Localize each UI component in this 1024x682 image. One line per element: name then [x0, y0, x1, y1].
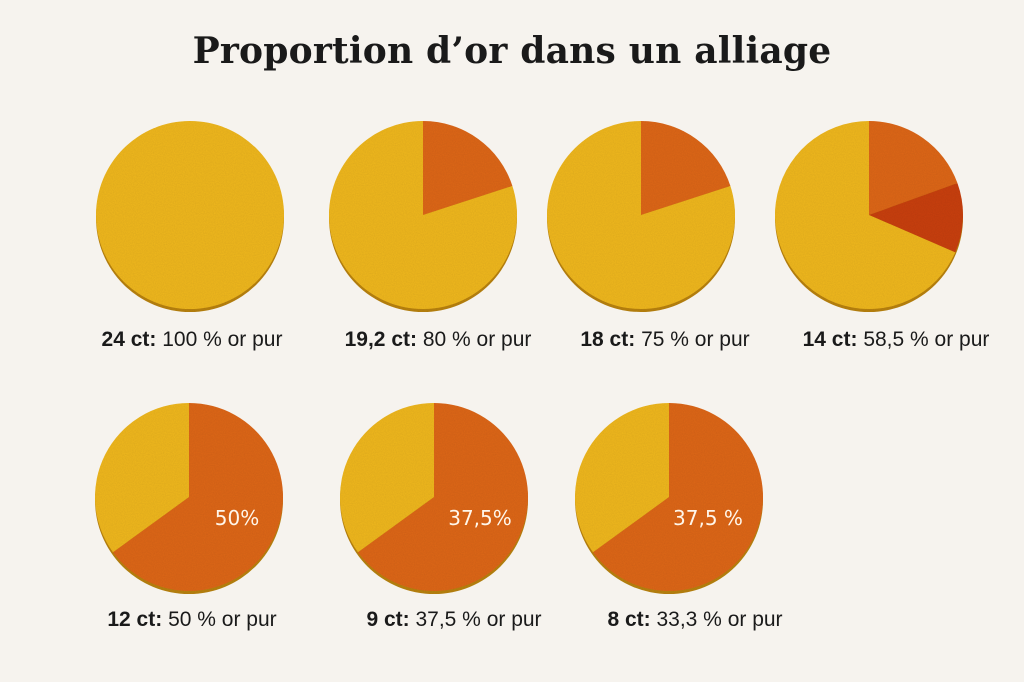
chart-title: Proportion d’or dans un alliage: [192, 30, 832, 72]
alloy-slice: [869, 121, 958, 215]
alloy-slice: [869, 183, 963, 253]
alloy-slice: [357, 403, 528, 591]
pie-2: [329, 121, 518, 312]
pie-5: [94, 403, 283, 594]
karat-label: 14 ct:: [802, 328, 864, 351]
karat-label: 12 ct:: [107, 608, 169, 631]
pie-3: [547, 121, 736, 312]
gold-slice: [547, 121, 736, 309]
karat-label: 18 ct:: [580, 328, 642, 351]
suffix-text: or pur: [694, 328, 750, 351]
pie-caption: 12 ct: 50 % or pur: [107, 608, 276, 632]
percent-text: 50 %: [168, 608, 222, 631]
percent-text: 58,5 %: [863, 328, 935, 351]
karat-label: 19,2 ct:: [344, 328, 423, 351]
pie-caption: 19,2 ct: 80 % or pur: [345, 328, 532, 352]
suffix-text: or pur: [727, 608, 783, 631]
gold-slice: [96, 121, 284, 309]
gold-slice: [94, 403, 189, 553]
karat-label: 24 ct:: [101, 328, 163, 351]
karat-label: 8 ct:: [607, 608, 657, 631]
percent-text: 33,3 %: [656, 608, 728, 631]
suffix-text: or pur: [227, 328, 283, 351]
pie-caption: 24 ct: 100 % or pur: [102, 328, 283, 352]
pie-caption: 14 ct: 58,5 % or pur: [803, 328, 990, 352]
suffix-text: or pur: [476, 328, 532, 351]
percent-text: 37,5 %: [415, 608, 487, 631]
gold-slice: [329, 121, 518, 309]
suffix-text: or pur: [486, 608, 542, 631]
alloy-slice: [592, 403, 763, 591]
pie-caption: 9 ct: 37,5 % or pur: [366, 608, 541, 632]
pie-caption: 18 ct: 75 % or pur: [580, 328, 749, 352]
slice-label: 37,5 %: [673, 506, 743, 530]
karat-label: 9 ct:: [366, 608, 416, 631]
alloy-slice: [423, 121, 513, 215]
gold-slice: [775, 121, 956, 309]
suffix-text: or pur: [221, 608, 277, 631]
alloy-slice: [112, 403, 283, 591]
percent-text: 75 %: [641, 328, 695, 351]
pie-7: [574, 403, 763, 594]
pie-1: [96, 121, 284, 312]
pie-caption: 8 ct: 33,3 % or pur: [607, 608, 782, 632]
pie-6: [339, 403, 528, 594]
suffix-text: or pur: [934, 328, 990, 351]
gold-slice: [339, 403, 434, 553]
slice-label: 37,5%: [448, 506, 512, 530]
percent-text: 100 %: [162, 328, 228, 351]
alloy-slice: [641, 121, 731, 215]
percent-text: 80 %: [422, 328, 477, 351]
slice-label: 50%: [215, 506, 259, 530]
gold-slice: [574, 403, 669, 553]
pie-4: [775, 121, 963, 312]
